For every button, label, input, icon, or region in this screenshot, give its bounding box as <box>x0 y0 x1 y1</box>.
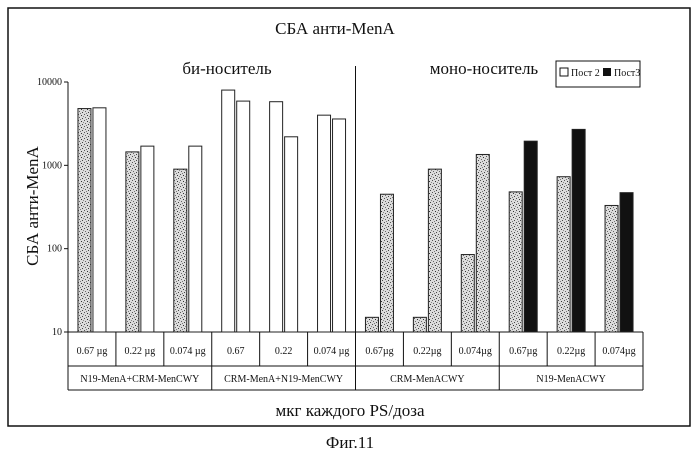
legend-label-post3: Пост3 <box>614 68 640 79</box>
bar-post2 <box>77 108 92 333</box>
bar-post3 <box>332 118 347 333</box>
bar-post2 <box>556 176 571 333</box>
bar-post3 <box>92 107 107 333</box>
bar-post2 <box>269 101 284 333</box>
group-label: N19-MenACWY <box>536 374 605 385</box>
chart-title: СБА анти-MenA <box>275 19 395 38</box>
category-label: 0.22µg <box>413 346 441 357</box>
legend-swatch-post3 <box>603 68 611 76</box>
bar-post3 <box>379 193 394 333</box>
group-label: N19-MenA+CRM-MenCWY <box>80 374 199 385</box>
category-label: 0.67µg <box>509 346 537 357</box>
bar-post2 <box>604 204 619 333</box>
bar-post2 <box>173 168 188 333</box>
bar-post3 <box>571 128 586 333</box>
group-label: CRM-MenA+N19-MenCWY <box>224 374 343 385</box>
bar-post2 <box>508 191 523 333</box>
category-label: 0.074 µg <box>314 346 350 357</box>
y-tick-label: 10000 <box>37 77 62 88</box>
y-axis-label: СБА анти-MenA <box>23 145 42 265</box>
x-axis-label: мкг каждого PS/доза <box>275 401 424 420</box>
bar-post2 <box>412 316 427 333</box>
figure-caption: Фиг.11 <box>326 433 374 452</box>
bar-post2 <box>125 151 140 333</box>
bar-post3 <box>427 168 442 333</box>
bar-post3 <box>619 192 634 333</box>
bar-post2 <box>317 114 332 333</box>
category-label: 0.22µg <box>557 346 585 357</box>
category-label: 0.22 <box>275 346 293 357</box>
outer-frame <box>7 7 691 427</box>
bar-post3 <box>475 153 490 333</box>
legend-swatch-post2 <box>559 67 569 77</box>
group-label: CRM-MenACWY <box>390 374 464 385</box>
plot-area: 10 100 1000 10000 0.67 µg 0.22 µg 0.074 µg 0.67… <box>37 66 644 391</box>
y-tick-label: 10 <box>52 327 62 338</box>
category-label: 0.074 µg <box>170 346 206 357</box>
bar-post3 <box>188 145 203 333</box>
bar-post3 <box>523 140 538 333</box>
bar-post2 <box>460 254 475 333</box>
section-label-mono: моно-носитель <box>430 59 539 78</box>
legend: Пост 2 Пост3 <box>555 60 641 88</box>
y-tick-label: 100 <box>47 244 62 255</box>
legend-label-post2: Пост 2 <box>571 68 600 79</box>
bar-post2 <box>364 316 379 333</box>
category-label: 0.22 µg <box>124 346 155 357</box>
bar-post3 <box>236 100 251 333</box>
bar-post2 <box>221 89 236 333</box>
category-label: 0.074µg <box>602 346 635 357</box>
legend-box <box>555 60 641 88</box>
category-label: 0.67 µg <box>77 346 108 357</box>
bar-post3 <box>284 136 299 333</box>
y-tick-label: 1000 <box>42 160 62 171</box>
bar-post3 <box>140 145 155 333</box>
category-label: 0.074µg <box>459 346 492 357</box>
category-label: 0.67 <box>227 346 245 357</box>
category-label: 0.67µg <box>365 346 393 357</box>
section-label-bi: би-носитель <box>182 59 272 78</box>
